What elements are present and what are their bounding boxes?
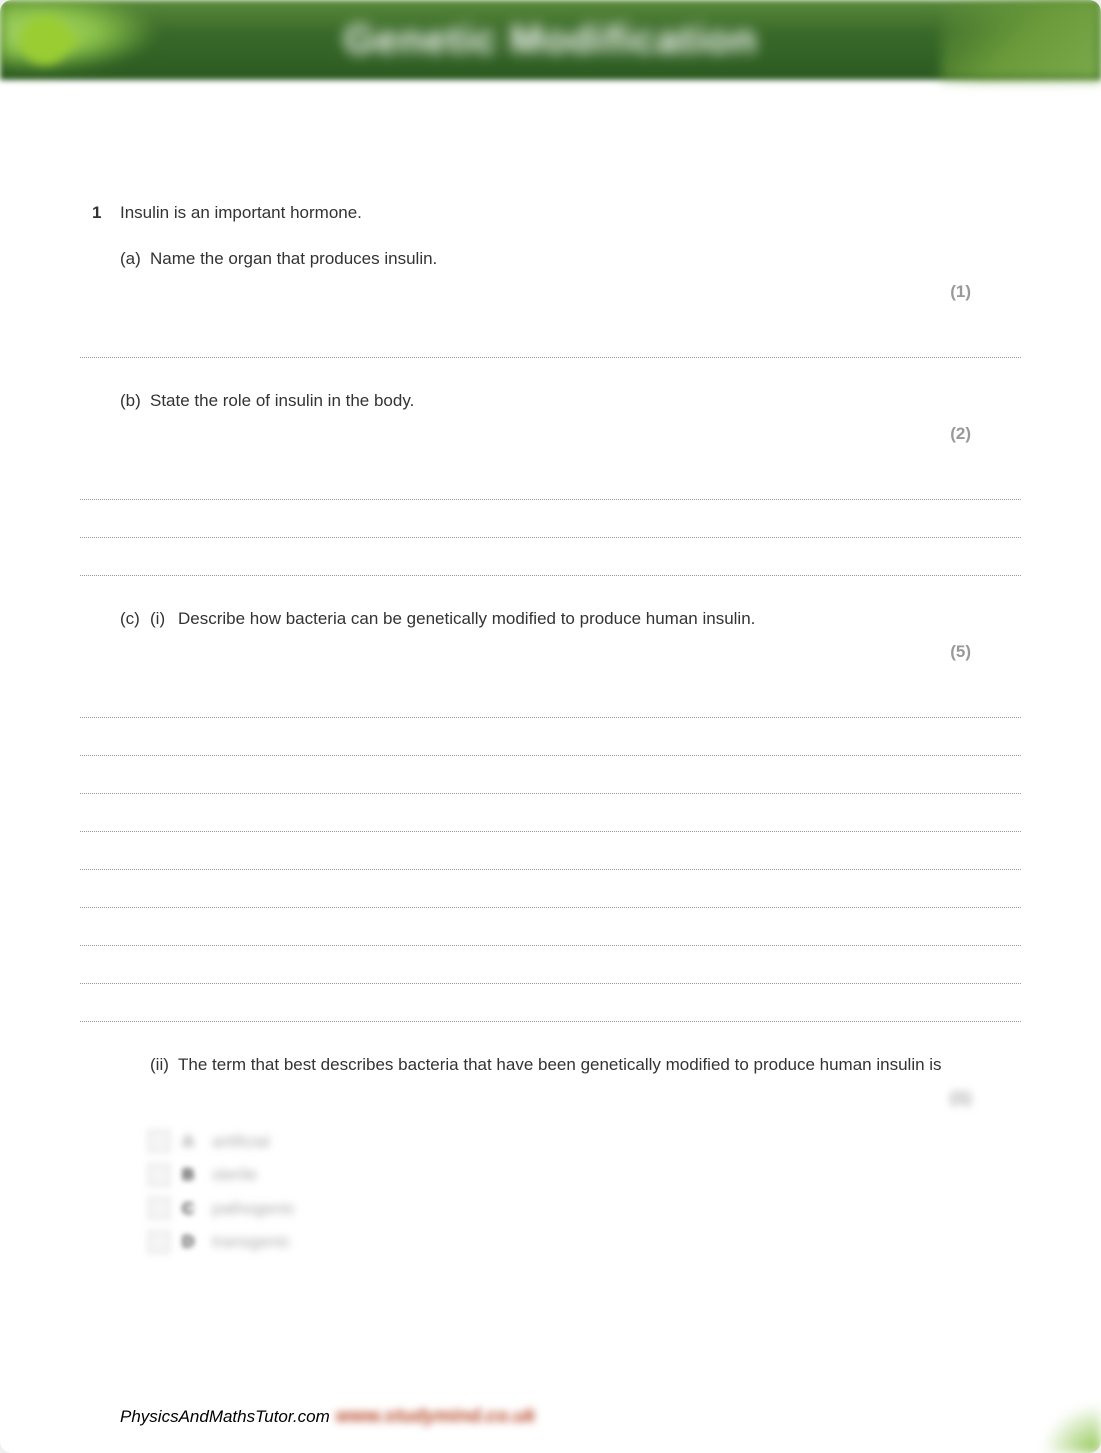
answer-lines-c-i bbox=[120, 680, 981, 1022]
checkbox-icon bbox=[148, 1231, 170, 1253]
part-letter-b: (b) bbox=[120, 388, 141, 414]
answer-line bbox=[80, 984, 1021, 1022]
answer-line bbox=[80, 832, 1021, 870]
part-b-text: State the role of insulin in the body. bbox=[150, 391, 414, 410]
worksheet-page: Genetic Modification 1 Insulin is an imp… bbox=[0, 0, 1101, 1453]
answer-line bbox=[80, 908, 1021, 946]
checkbox-icon bbox=[148, 1197, 170, 1219]
option-text-c: pathogenic bbox=[212, 1196, 295, 1222]
answer-line bbox=[80, 538, 1021, 576]
footer-url-blur: www.studymind.co.uk bbox=[336, 1406, 536, 1428]
answer-line bbox=[80, 718, 1021, 756]
answer-lines-a bbox=[120, 320, 981, 358]
checkbox-icon bbox=[148, 1164, 170, 1186]
header-right-decoration bbox=[941, 0, 1101, 80]
option-b[interactable]: B sterile bbox=[148, 1162, 981, 1188]
part-c-i: (c) (i) Describe how bacteria can be gen… bbox=[120, 606, 981, 632]
option-letter-a: A bbox=[182, 1129, 200, 1155]
option-a[interactable]: A artificial bbox=[148, 1129, 981, 1155]
question-content: 1 Insulin is an important hormone. (a) N… bbox=[0, 80, 1101, 1255]
part-roman-i: (i) bbox=[150, 606, 165, 632]
marks-a: (1) bbox=[120, 279, 981, 305]
header-banner: Genetic Modification bbox=[0, 0, 1101, 80]
option-d[interactable]: D transgenic bbox=[148, 1229, 981, 1255]
option-letter-d: D bbox=[182, 1229, 200, 1255]
answer-line bbox=[80, 680, 1021, 718]
mcq-options: A artificial B sterile C pathogenic D tr… bbox=[120, 1129, 981, 1255]
marks-c-i: (5) bbox=[120, 639, 981, 665]
answer-line bbox=[80, 500, 1021, 538]
marks-c-ii: (1) bbox=[120, 1085, 981, 1111]
part-c-ii: (ii) The term that best describes bacter… bbox=[120, 1052, 981, 1078]
answer-line bbox=[80, 320, 1021, 358]
option-c[interactable]: C pathogenic bbox=[148, 1196, 981, 1222]
option-letter-c: C bbox=[182, 1196, 200, 1222]
question-1: 1 Insulin is an important hormone. (a) N… bbox=[120, 200, 981, 1255]
answer-line bbox=[80, 462, 1021, 500]
page-title: Genetic Modification bbox=[344, 18, 757, 63]
answer-lines-b bbox=[120, 462, 981, 576]
question-number: 1 bbox=[92, 200, 101, 226]
part-c-ii-text: The term that best describes bacteria th… bbox=[178, 1055, 942, 1074]
part-a-text: Name the organ that produces insulin. bbox=[150, 249, 437, 268]
page-footer: PhysicsAndMathsTutor.com www.studymind.c… bbox=[0, 1406, 1101, 1428]
part-roman-ii: (ii) bbox=[150, 1052, 169, 1078]
answer-line bbox=[80, 946, 1021, 984]
part-c-i-text: Describe how bacteria can be genetically… bbox=[150, 609, 755, 628]
answer-line bbox=[80, 870, 1021, 908]
question-intro: Insulin is an important hormone. bbox=[120, 200, 981, 226]
option-text-d: transgenic bbox=[212, 1229, 290, 1255]
answer-line bbox=[80, 756, 1021, 794]
part-a: (a) Name the organ that produces insulin… bbox=[120, 246, 981, 272]
option-text-a: artificial bbox=[212, 1129, 270, 1155]
footer-site: PhysicsAndMathsTutor.com bbox=[120, 1407, 330, 1427]
part-letter-c: (c) bbox=[120, 606, 140, 632]
option-text-b: sterile bbox=[212, 1162, 257, 1188]
marks-b: (2) bbox=[120, 421, 981, 447]
option-letter-b: B bbox=[182, 1162, 200, 1188]
part-b: (b) State the role of insulin in the bod… bbox=[120, 388, 981, 414]
answer-line bbox=[80, 794, 1021, 832]
footer-decoration bbox=[1041, 1403, 1101, 1453]
part-letter-a: (a) bbox=[120, 246, 141, 272]
checkbox-icon bbox=[148, 1130, 170, 1152]
